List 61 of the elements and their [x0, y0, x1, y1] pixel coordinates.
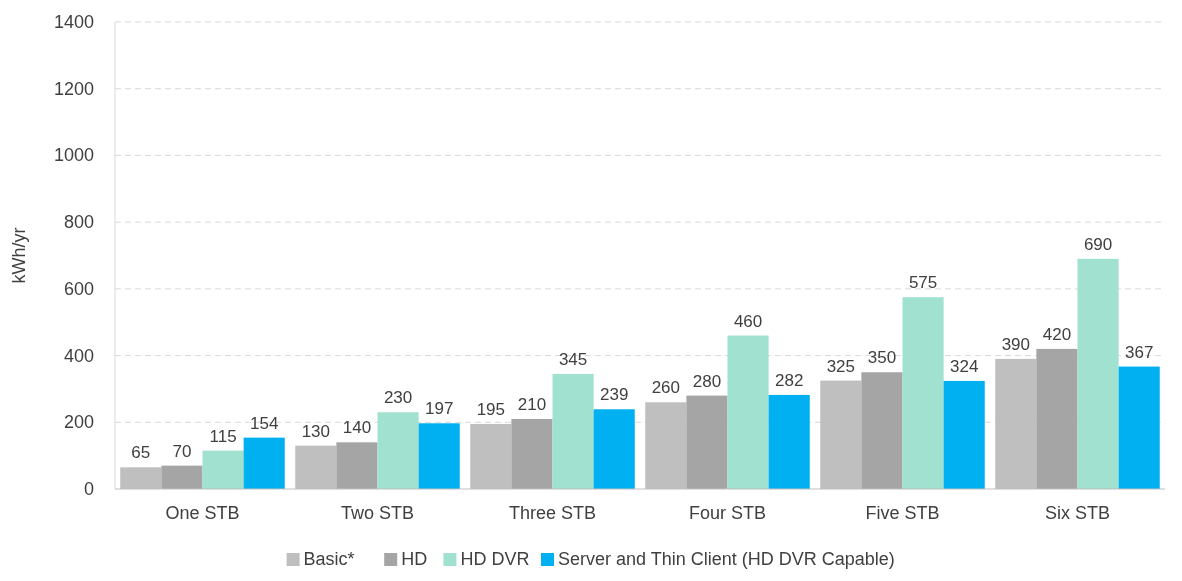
x-tick-label: Four STB	[688, 503, 767, 523]
data-label: 350	[867, 348, 897, 368]
legend-label: HD DVR	[460, 549, 530, 569]
legend-label: HD	[401, 549, 428, 569]
y-tick-label: 600	[63, 278, 94, 299]
bar	[593, 409, 635, 489]
bar	[161, 465, 203, 489]
data-label: 260	[651, 378, 680, 398]
bar	[686, 395, 728, 489]
data-label: 115	[209, 426, 237, 446]
data-label: 154	[250, 413, 279, 433]
bar	[418, 423, 460, 489]
bar	[1036, 348, 1078, 489]
data-label: 690	[1083, 234, 1113, 254]
y-tick-label: 1000	[53, 145, 94, 166]
y-tick-label: 800	[63, 212, 94, 233]
data-label: 239	[600, 385, 629, 405]
y-tick-label: 1400	[53, 12, 94, 32]
data-label: 280	[692, 371, 722, 391]
bar	[861, 372, 903, 489]
x-tick-label: Five STB	[865, 503, 940, 523]
bar	[902, 297, 944, 489]
data-label: 65	[131, 443, 151, 463]
y-tick-label: 0	[83, 479, 94, 499]
bar	[511, 418, 553, 489]
data-label: 70	[172, 441, 192, 461]
data-label: 195	[476, 399, 505, 419]
bar	[943, 380, 985, 489]
data-label: 324	[950, 356, 979, 376]
x-tick-label: Three STB	[508, 503, 597, 523]
legend-label: Server and Thin Client (HD DVR Capable)	[558, 549, 895, 569]
bar	[768, 394, 810, 489]
x-tick-label: Six STB	[1044, 503, 1111, 523]
y-tick-label: 400	[63, 345, 94, 366]
data-label: 325	[826, 356, 855, 376]
bar	[1077, 258, 1119, 489]
data-label: 367	[1125, 342, 1154, 362]
data-label: 575	[908, 273, 938, 293]
data-label: 390	[1001, 334, 1030, 354]
data-label: 210	[517, 394, 547, 414]
data-label: 140	[342, 418, 372, 438]
y-tick-label: 200	[63, 412, 94, 433]
y-tick-label: 1200	[53, 78, 94, 99]
bar	[202, 450, 244, 489]
legend-label: Basic*	[303, 549, 355, 569]
data-label: 345	[558, 349, 588, 369]
x-tick-label: One STB	[165, 503, 240, 523]
data-label: 197	[425, 399, 454, 419]
bar	[727, 335, 769, 489]
data-label: 420	[1042, 324, 1072, 344]
bar	[552, 373, 594, 489]
data-label: 130	[301, 421, 330, 441]
data-label: 460	[733, 311, 763, 331]
bar	[243, 437, 285, 489]
bar	[1118, 366, 1160, 489]
x-tick-label: Two STB	[340, 503, 415, 523]
y-axis-title: kWh/yr	[9, 227, 29, 284]
data-label: 282	[775, 370, 804, 390]
bar	[336, 442, 378, 489]
data-label: 230	[383, 388, 413, 408]
bar	[377, 412, 419, 489]
